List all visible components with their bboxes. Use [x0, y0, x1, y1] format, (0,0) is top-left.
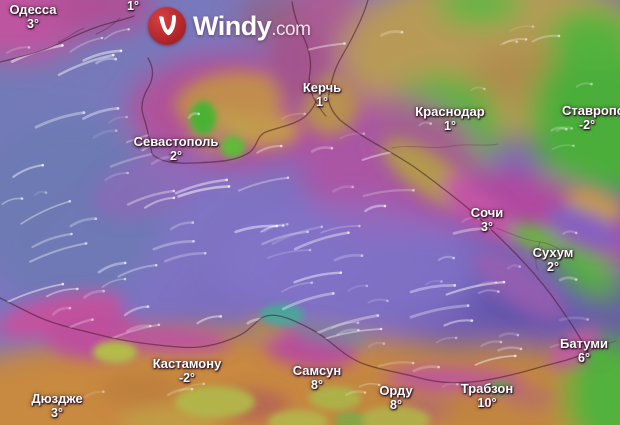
windy-logo-text: Windy.com: [193, 10, 311, 41]
city-label-sukhum[interactable]: Сухум 2°: [532, 245, 574, 274]
city-label-odessa[interactable]: Одесса 3°: [9, 2, 57, 31]
city-label-duzce[interactable]: Дюздже 3°: [31, 391, 83, 420]
city-label-ordu[interactable]: Орду 8°: [379, 383, 413, 412]
city-label-sevastopol[interactable]: Севастополь 2°: [133, 134, 219, 163]
city-label-stavropol[interactable]: Ставрополь-2°: [562, 103, 620, 132]
coastlines: [0, 0, 589, 384]
city-label-batumi[interactable]: Батуми 6°: [560, 336, 608, 365]
city-label-kastamonu[interactable]: Кастамону -2°: [152, 356, 222, 385]
windy-logo-icon: [148, 7, 186, 45]
city-label-samsun[interactable]: Самсун 8°: [292, 363, 342, 392]
city-label-kerch[interactable]: Керчь 1°: [302, 80, 342, 109]
city-label-sochi[interactable]: Сочи 3°: [470, 205, 504, 234]
wind-streaks-land: [6, 25, 593, 399]
city-label-top-partial[interactable]: 1°: [127, 0, 139, 13]
city-label-krasnodar[interactable]: Краснодар 1°: [415, 104, 485, 133]
rivers: [391, 143, 617, 353]
city-label-trabzon[interactable]: Трабзон 10°: [460, 381, 514, 410]
windy-logo[interactable]: Windy.com: [148, 7, 311, 45]
